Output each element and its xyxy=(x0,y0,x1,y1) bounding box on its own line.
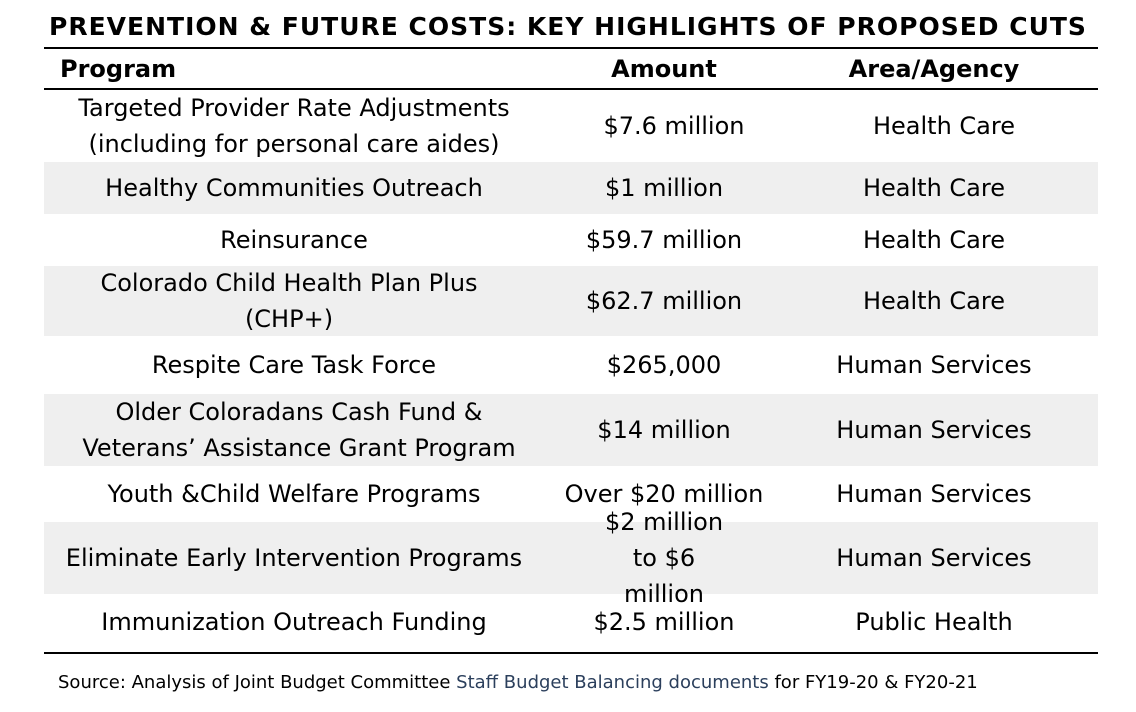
cell-program: Targeted Provider Rate Adjustments (incl… xyxy=(78,94,510,158)
cell-amount: $62.7 million xyxy=(585,287,743,315)
table-row: Targeted Provider Rate Adjustments (incl… xyxy=(44,90,1098,162)
cell-program: Respite Care Task Force xyxy=(151,351,437,379)
column-header-program: Program xyxy=(60,55,177,83)
source-link[interactable]: Staff Budget Balancing documents xyxy=(456,672,769,693)
cuts-table: Targeted Provider Rate Adjustments (incl… xyxy=(44,90,1098,650)
table-row: Respite Care Task Force $265,000 Human S… xyxy=(44,336,1098,394)
cell-area: Human Services xyxy=(836,351,1032,379)
source-suffix: for FY19-20 & FY20-21 xyxy=(768,672,978,693)
cell-amount: $1 million xyxy=(604,174,724,202)
cell-amount: $14 million xyxy=(597,416,731,444)
table-header: Program Amount Area/Agency xyxy=(44,50,1098,88)
table-row: Eliminate Early Intervention Programs $2… xyxy=(44,508,1098,608)
cell-program: Eliminate Early Intervention Programs xyxy=(65,544,523,572)
cell-amount: $59.7 million xyxy=(585,226,743,254)
table-row: Colorado Child Health Plan Plus (CHP+) $… xyxy=(44,266,1098,336)
cell-amount: Over $20 million xyxy=(564,480,764,508)
cell-program: Colorado Child Health Plan Plus (CHP+) xyxy=(100,269,478,333)
table-row: Older Coloradans Cash Fund & Veterans’ A… xyxy=(44,394,1098,466)
cell-area: Health Care xyxy=(862,287,1005,315)
top-rule xyxy=(44,47,1098,49)
cell-area: Health Care xyxy=(862,226,1005,254)
bottom-rule xyxy=(44,652,1098,654)
column-header-area: Area/Agency xyxy=(848,55,1020,83)
header-rule xyxy=(44,88,1098,90)
table-row: Healthy Communities Outreach $1 million … xyxy=(44,162,1098,214)
cell-amount: $265,000 xyxy=(606,351,722,379)
cell-program: Youth &Child Welfare Programs xyxy=(107,480,481,508)
cell-program: Immunization Outreach Funding xyxy=(101,608,487,636)
cell-area: Human Services xyxy=(836,544,1032,572)
table-row: Immunization Outreach Funding $2.5 milli… xyxy=(44,594,1098,650)
column-header-amount: Amount xyxy=(611,55,717,83)
cell-amount: $7.6 million xyxy=(603,112,745,140)
cell-amount: $2.5 million xyxy=(593,608,735,636)
table-row: Reinsurance $59.7 million Health Care xyxy=(44,214,1098,266)
cell-area: Health Care xyxy=(872,112,1015,140)
cell-program: Older Coloradans Cash Fund & Veterans’ A… xyxy=(82,398,516,462)
table-row: Youth &Child Welfare Programs Over $20 m… xyxy=(44,466,1098,522)
page-title: PREVENTION & FUTURE COSTS: KEY HIGHLIGHT… xyxy=(49,12,1087,41)
cell-program: Healthy Communities Outreach xyxy=(105,174,483,202)
cell-area: Public Health xyxy=(855,608,1013,636)
cell-area: Human Services xyxy=(836,416,1032,444)
source-prefix: Source: Analysis of Joint Budget Committ… xyxy=(58,672,457,693)
cell-area: Human Services xyxy=(836,480,1032,508)
cell-area: Health Care xyxy=(862,174,1005,202)
cell-amount: $2 million to $6 million xyxy=(604,508,724,608)
source-note: Source: Analysis of Joint Budget Committ… xyxy=(58,672,978,693)
cell-program: Reinsurance xyxy=(220,226,368,254)
